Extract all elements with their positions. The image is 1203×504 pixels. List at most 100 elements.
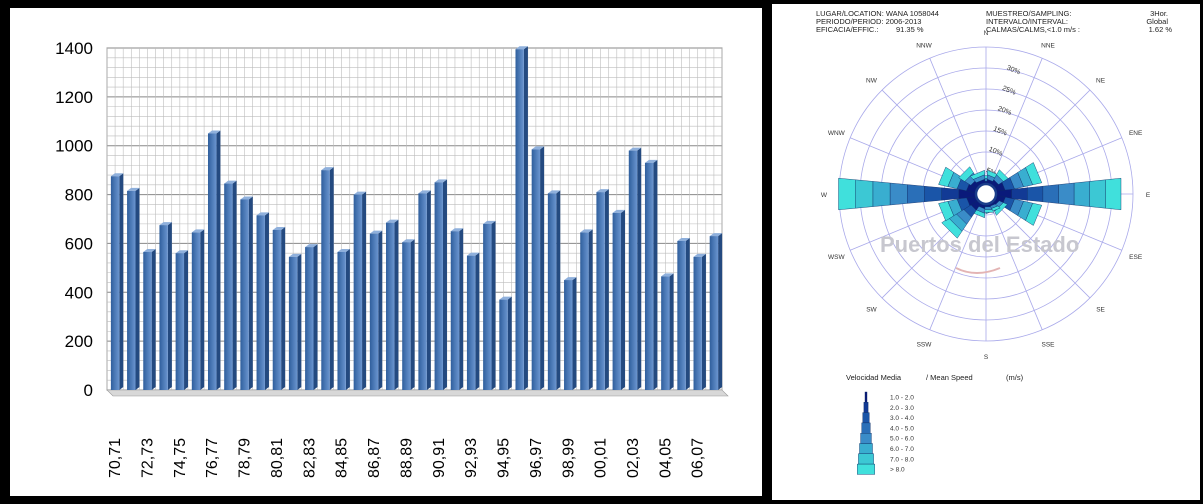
header-efficacy-value: 91.35 % [896,25,924,34]
bar-95,96 [515,46,528,390]
header-period: PERIODO/PERIOD: 2006-2013 [816,17,921,26]
bar-74,75 [175,250,189,390]
header-efficacy-label: EFICACIA/EFFIC.: [816,25,879,34]
direction-label-NE: NE [1096,77,1106,84]
bar-89,90 [418,190,431,390]
bar-99,00 [580,229,593,390]
x-tick-label: 80,81 [269,438,286,478]
bar-76,77 [207,130,221,390]
x-tick-label: 84,85 [334,438,351,478]
bar-70,71 [110,173,124,390]
legend-swatch [858,453,874,465]
y-tick-label: 1000 [55,137,93,156]
bar-98,99 [564,277,577,390]
legend-unit: (m/s) [1006,373,1024,382]
legend-class-label: 4.0 - 5.0 [890,425,914,432]
sector-WNW [938,166,979,194]
bar-86,87 [369,230,383,390]
bar-84,85 [337,248,350,390]
legend-class-label: > 8.0 [890,467,905,474]
header-sampling-label: MUESTREO/SAMPLING: [986,9,1071,18]
wind-rose-chart: LUGAR/LOCATION: WANA 1058044 PERIODO/PER… [816,9,1173,475]
bar-78,79 [240,196,253,390]
direction-label-ENE: ENE [1129,130,1143,137]
bar-73,74 [159,222,172,390]
bar-00,01 [596,189,609,390]
x-tick-label: 72,73 [139,438,156,478]
header-interval-label: INTERVALO/INTERVAL: [986,17,1068,26]
bar-04,05 [661,273,674,390]
legend-swatch [857,463,875,475]
bar-06,07 [693,253,706,390]
direction-label-N: N [984,30,989,37]
direction-label-NNE: NNE [1041,42,1055,49]
bar-91,92 [450,228,464,390]
x-tick-label: 74,75 [172,438,189,478]
ring-label: 30% [1006,65,1022,77]
direction-label-WNW: WNW [828,130,846,137]
bar-88,89 [402,239,415,390]
direction-label-E: E [1146,192,1151,199]
ring-label: 20% [997,105,1013,117]
bar-chart-panel: 0 200 400 600 800 1000 1200 1400 70,71 72,73 74,75… [10,8,762,496]
bar-07,08 [709,233,723,390]
legend-class-label: 5.0 - 6.0 [890,436,914,443]
x-tick-label: 92,93 [463,438,480,478]
bar-97,98 [547,190,561,390]
speed-legend: 1.0 - 2.0 2.0 - 3.0 3.0 - 4.0 4.0 - 5.0 5.0 … [857,391,914,475]
x-tick-label: 98,99 [560,438,577,478]
x-tick-label: 70,71 [107,438,124,478]
bar-94,95 [499,296,512,390]
direction-label-SSW: SSW [917,342,933,349]
y-tick-label: 200 [65,332,93,351]
y-tick-label: 800 [65,186,93,205]
x-tick-label: 78,79 [237,438,254,478]
x-tick-label: 76,77 [204,438,221,478]
header-sampling-value: 3Hor. [1150,9,1168,18]
sector-E [995,177,1122,211]
y-tick-label: 400 [65,283,93,302]
bar-71,72 [127,187,140,390]
direction-label-W: W [821,192,828,199]
legend-swatch [860,433,872,444]
legend-title: Velocidad Media [846,373,902,382]
legend-class-label: 3.0 - 4.0 [890,415,914,422]
x-tick-label: 86,87 [366,438,383,478]
bar-79,80 [256,212,269,390]
header-calms-value: 1.62 % [1149,25,1173,34]
bar-82,83 [305,244,318,390]
x-tick-label: 82,83 [301,438,318,478]
ring-label: 10% [988,146,1004,158]
x-tick-label: 88,89 [398,438,415,478]
bar-93,94 [483,220,496,390]
bar-81,82 [288,253,302,390]
legend-swatch [861,422,871,434]
legend-class-label: 2.0 - 3.0 [890,405,914,412]
x-tick-label: 00,01 [593,438,610,478]
bar-01,02 [612,209,626,390]
bar-90,91 [434,179,447,390]
legend-class-label: 1.0 - 2.0 [890,395,914,402]
legend-subtitle: / Mean Speed [926,373,973,382]
direction-label-NNW: NNW [916,42,932,49]
y-tick-label: 0 [84,381,93,400]
header-location: LUGAR/LOCATION: WANA 1058044 [816,9,939,18]
ring-label: 25% [1001,85,1017,97]
direction-label-NW: NW [866,77,878,84]
direction-label-SSE: SSE [1041,342,1055,349]
ring-label: 15% [992,126,1008,138]
sector-ENE [993,162,1043,194]
header-interval-value: Global [1146,17,1168,26]
legend-class-label: 6.0 - 7.0 [890,446,914,453]
calm-circle [974,182,998,206]
bar-72,73 [143,248,156,390]
y-tick-label: 600 [65,234,93,253]
x-tick-label: 04,05 [657,438,674,478]
bar-75,76 [191,229,205,390]
y-tick-label: 1200 [55,88,93,107]
direction-label-WSW: WSW [828,254,845,261]
bar-chart: 0 200 400 600 800 1000 1200 1400 70,71 72,73 74,75… [55,39,729,478]
bar-83,84 [321,167,334,390]
direction-label-S: S [984,354,989,361]
legend-class-label: 7.0 - 8.0 [890,456,914,463]
